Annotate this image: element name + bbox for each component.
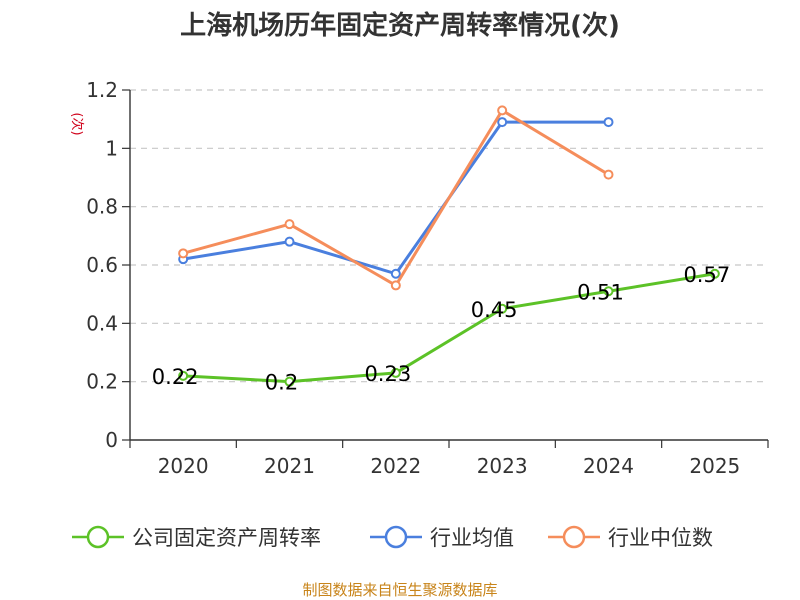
y-tick-label: 1.2 bbox=[86, 78, 118, 102]
x-tick-label: 2021 bbox=[264, 454, 315, 478]
data-label: 0.51 bbox=[577, 280, 624, 304]
data-point[interactable] bbox=[709, 268, 720, 279]
legend-marker-icon bbox=[86, 525, 110, 549]
legend[interactable]: 公司固定资产周转率 行业均值 行业中位数 bbox=[72, 525, 713, 550]
y-axis-unit-label: (次) bbox=[69, 112, 85, 135]
y-tick-label: 0.4 bbox=[86, 311, 118, 335]
series-1 bbox=[178, 117, 614, 279]
legend-item[interactable]: 公司固定资产周转率 bbox=[72, 525, 321, 550]
axes: 0 0.2 0.4 0.6 0.8 1 1.2 2020 2021 2022 2023 2024 202… bbox=[86, 78, 769, 478]
data-point[interactable] bbox=[390, 268, 401, 279]
legend-label: 行业均值 bbox=[430, 526, 514, 550]
source-note: 制图数据来自恒生聚源数据库 bbox=[302, 581, 497, 599]
data-label: 0.22 bbox=[152, 365, 199, 389]
data-point[interactable] bbox=[390, 367, 401, 378]
data-label: 0.45 bbox=[471, 298, 518, 322]
data-point[interactable] bbox=[178, 370, 189, 381]
data-point[interactable] bbox=[284, 376, 295, 387]
series-line bbox=[181, 120, 610, 276]
y-tick-label: 0.8 bbox=[86, 195, 118, 219]
legend-marker-icon bbox=[562, 525, 586, 549]
legend-label: 行业中位数 bbox=[608, 526, 713, 550]
data-point[interactable] bbox=[603, 286, 614, 297]
series-layer bbox=[178, 105, 720, 387]
grid-lines bbox=[130, 89, 768, 383]
data-point[interactable] bbox=[497, 105, 508, 116]
data-label: 0.2 bbox=[265, 371, 298, 395]
data-point[interactable] bbox=[603, 169, 614, 180]
y-tick-label: 1 bbox=[105, 136, 118, 160]
legend-item[interactable]: 行业均值 bbox=[370, 525, 514, 550]
x-tick-label: 2020 bbox=[158, 454, 209, 478]
series-line bbox=[181, 108, 610, 287]
x-tick-label: 2025 bbox=[689, 454, 740, 478]
chart-title: 上海机场历年固定资产周转率情况(次) bbox=[180, 10, 620, 41]
legend-marker-icon bbox=[384, 525, 408, 549]
x-tick-label: 2022 bbox=[370, 454, 421, 478]
series-line bbox=[181, 272, 717, 384]
data-point[interactable] bbox=[390, 280, 401, 291]
legend-label: 公司固定资产周转率 bbox=[132, 526, 321, 550]
x-tick-label: 2024 bbox=[583, 454, 634, 478]
y-tick-label: 0.2 bbox=[86, 370, 118, 394]
y-tick-label: 0 bbox=[105, 428, 118, 452]
series-0 bbox=[178, 268, 720, 387]
y-tick-label: 0.6 bbox=[86, 253, 118, 277]
series-2 bbox=[178, 105, 614, 291]
x-tick-label: 2023 bbox=[477, 454, 528, 478]
data-point[interactable] bbox=[178, 248, 189, 259]
data-point[interactable] bbox=[497, 117, 508, 128]
legend-item[interactable]: 行业中位数 bbox=[548, 525, 713, 550]
data-point[interactable] bbox=[284, 219, 295, 230]
data-point[interactable] bbox=[284, 236, 295, 247]
data-label: 0.57 bbox=[683, 263, 730, 287]
data-label: 0.23 bbox=[364, 362, 411, 386]
data-point[interactable] bbox=[603, 117, 614, 128]
data-labels: 0.22 0.2 0.23 0.45 0.51 0.57 bbox=[152, 263, 730, 395]
data-point[interactable] bbox=[497, 303, 508, 314]
